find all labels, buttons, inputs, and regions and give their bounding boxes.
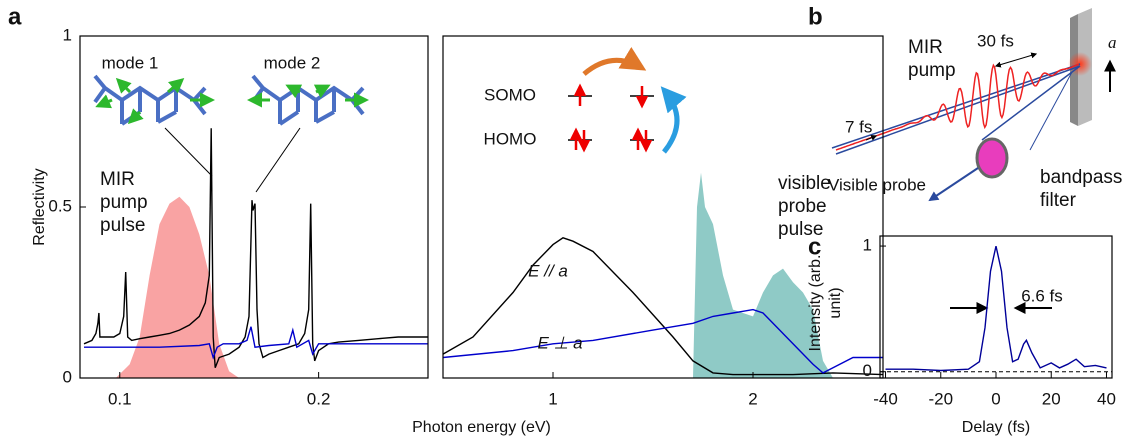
- y-tick-label: 0: [63, 367, 72, 386]
- line: [885, 245, 1107, 372]
- y-axis-label: Reflectivity: [31, 168, 48, 245]
- panel-label: b: [808, 3, 823, 30]
- probe-label: Visible probe: [828, 175, 926, 194]
- vibration-arrow: [95, 77, 369, 125]
- duration-label: 30 fs: [977, 31, 1014, 50]
- y-axis-label: Intensity (arb. unit): [807, 254, 844, 352]
- x-tick-label: 2: [748, 389, 757, 408]
- annotation: mode 1: [102, 53, 159, 72]
- annotation: HOMO: [484, 129, 537, 148]
- plot-frame: [442, 35, 884, 379]
- x-tick-label: -20: [928, 389, 953, 408]
- transfer-arrow: [582, 46, 647, 76]
- area: [115, 196, 240, 378]
- spin-arrow: [569, 83, 653, 153]
- y-tick-label: 0.5: [48, 196, 72, 215]
- annotation: 6.6 fs: [1021, 286, 1063, 305]
- x-tick-label: 0.1: [108, 389, 132, 408]
- y-tick-label: 1: [863, 236, 872, 255]
- panel-label: a: [8, 3, 22, 30]
- duration-label: 7 fs: [845, 117, 872, 136]
- x-tick-label: 0: [991, 389, 1000, 408]
- panel-label: c: [808, 233, 821, 260]
- y-tick-label: 0: [863, 361, 872, 380]
- annotation: mode 2: [264, 53, 321, 72]
- x-tick-label: 20: [1042, 389, 1061, 408]
- series-label: E // a: [528, 261, 568, 280]
- area: [693, 172, 833, 378]
- x-axis-label: Photon energy (eV): [412, 419, 551, 436]
- pump-label: MIR pump: [908, 37, 956, 81]
- x-tick-label: 0.2: [307, 389, 331, 408]
- transfer-arrow: [660, 86, 687, 154]
- x-axis-label: Delay (fs): [962, 419, 1030, 436]
- series-label: MIR pump pulse: [100, 169, 148, 236]
- axis-label: a: [1108, 33, 1117, 52]
- series-label: visible probe pulse: [778, 173, 831, 240]
- x-tick-label: 1: [548, 389, 557, 408]
- line: [442, 237, 884, 376]
- line: [442, 308, 883, 374]
- x-tick-label: -40: [873, 389, 898, 408]
- filter-label: bandpass filter: [1040, 167, 1123, 211]
- line: [83, 128, 428, 368]
- plot-frame: [879, 235, 1113, 379]
- line: [84, 326, 428, 360]
- x-tick-label: 40: [1097, 389, 1116, 408]
- series-label: E ⊥ a: [537, 333, 582, 352]
- annotation: SOMO: [484, 85, 536, 104]
- connector: [164, 127, 301, 193]
- setup: [831, 8, 1116, 202]
- y-tick-label: 1: [63, 25, 72, 44]
